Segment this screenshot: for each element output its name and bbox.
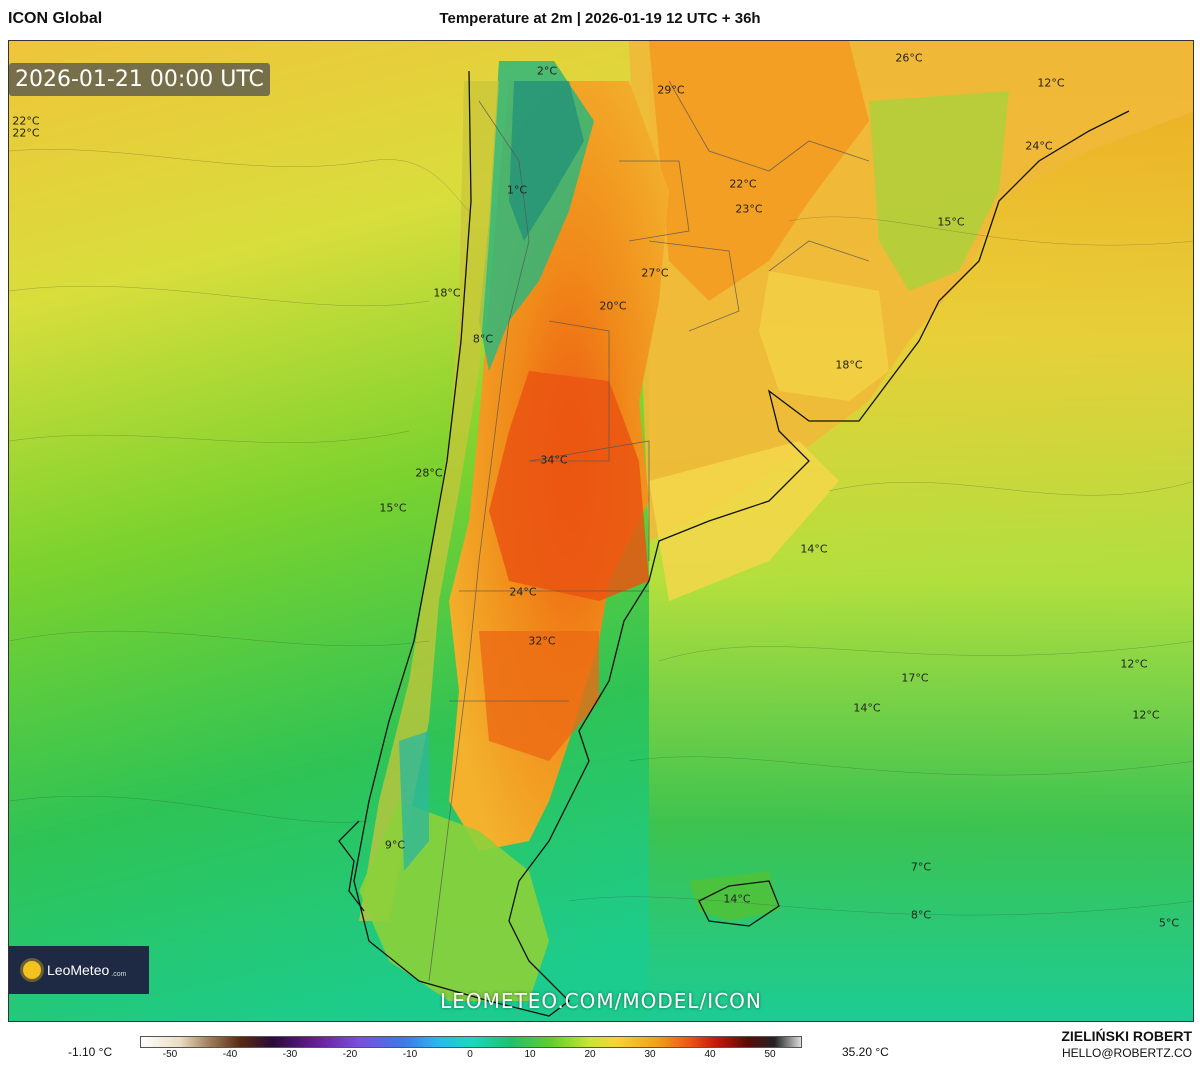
sun-icon [23, 961, 41, 979]
temp-label: 14°C [723, 892, 751, 906]
colorbar: -1.10 °C 35.20 °C -50 -40 -30 -20 -10 0 10 20 30… [0, 1022, 1200, 1066]
temp-label: 2°C [536, 64, 558, 78]
leometeo-logo[interactable]: LeoMeteo .com [9, 946, 149, 994]
temp-label: 24°C [1025, 139, 1053, 153]
colorbar-tick: -20 [342, 1049, 358, 1060]
temp-label: 8°C [910, 908, 932, 922]
brand-suffix: .com [111, 971, 127, 978]
temp-label: 23°C [735, 202, 763, 216]
author-email[interactable]: HELLO@ROBERTZ.CO [1062, 1046, 1192, 1060]
temp-label: 18°C [433, 286, 461, 300]
colorbar-tick: -40 [222, 1049, 238, 1060]
colorbar-gradient [140, 1036, 802, 1048]
temperature-map: 2026-01-21 00:00 UTC 2°C 29°C 26°C 12°C … [8, 40, 1194, 1022]
temp-label: 15°C [937, 215, 965, 229]
temp-label: 18°C [835, 358, 863, 372]
brand-name: LeoMeteo [47, 962, 110, 978]
model-title: ICON Global [8, 10, 103, 27]
temp-label: 24°C [509, 585, 537, 599]
temp-label: 26°C [895, 51, 923, 65]
temp-label: 14°C [853, 701, 881, 715]
colorbar-tick: -30 [282, 1049, 298, 1060]
temp-label: 22°C [12, 126, 40, 140]
temp-label: 27°C [641, 266, 669, 280]
author-name: ZIELIŃSKI ROBERT [1061, 1028, 1192, 1044]
temp-label: 12°C [1132, 708, 1160, 722]
colorbar-tick: 40 [704, 1049, 716, 1060]
valid-time-badge: 2026-01-21 00:00 UTC [9, 63, 270, 96]
temp-label: 7°C [910, 860, 932, 874]
temp-label: 22°C [12, 114, 40, 128]
temp-label: 29°C [657, 83, 685, 97]
temp-label: 15°C [379, 501, 407, 515]
colorbar-tick: -10 [402, 1049, 418, 1060]
colorbar-tick: -50 [162, 1049, 178, 1060]
source-watermark: LEOMETEO.COM/MODEL/ICON [440, 989, 762, 1013]
header: ICON Global Temperature at 2m | 2026-01-… [0, 0, 1200, 40]
temp-label: 28°C [415, 466, 443, 480]
temp-label: 32°C [528, 634, 556, 648]
temp-label: 9°C [384, 838, 406, 852]
colorbar-min-label: -1.10 °C [68, 1045, 113, 1059]
chart-title: Temperature at 2m | 2026-01-19 12 UTC + … [439, 10, 761, 27]
colorbar-max-label: 35.20 °C [842, 1045, 889, 1059]
colorbar-tick: 0 [467, 1049, 473, 1060]
temp-label: 14°C [800, 542, 828, 556]
temp-label: 12°C [1120, 657, 1148, 671]
colorbar-tick: 20 [584, 1049, 596, 1060]
temp-label: 8°C [472, 332, 494, 346]
temp-label: 34°C [540, 453, 568, 467]
temp-label: 22°C [729, 177, 757, 191]
temp-label: 5°C [1158, 916, 1180, 930]
colorbar-tick: 30 [644, 1049, 656, 1060]
temp-label: 17°C [901, 671, 929, 685]
temp-label: 12°C [1037, 76, 1065, 90]
colorbar-tick: 10 [524, 1049, 536, 1060]
colorbar-tick: 50 [764, 1049, 776, 1060]
temp-label: 20°C [599, 299, 627, 313]
temp-label: 1°C [506, 183, 528, 197]
map-canvas [9, 41, 1193, 1021]
